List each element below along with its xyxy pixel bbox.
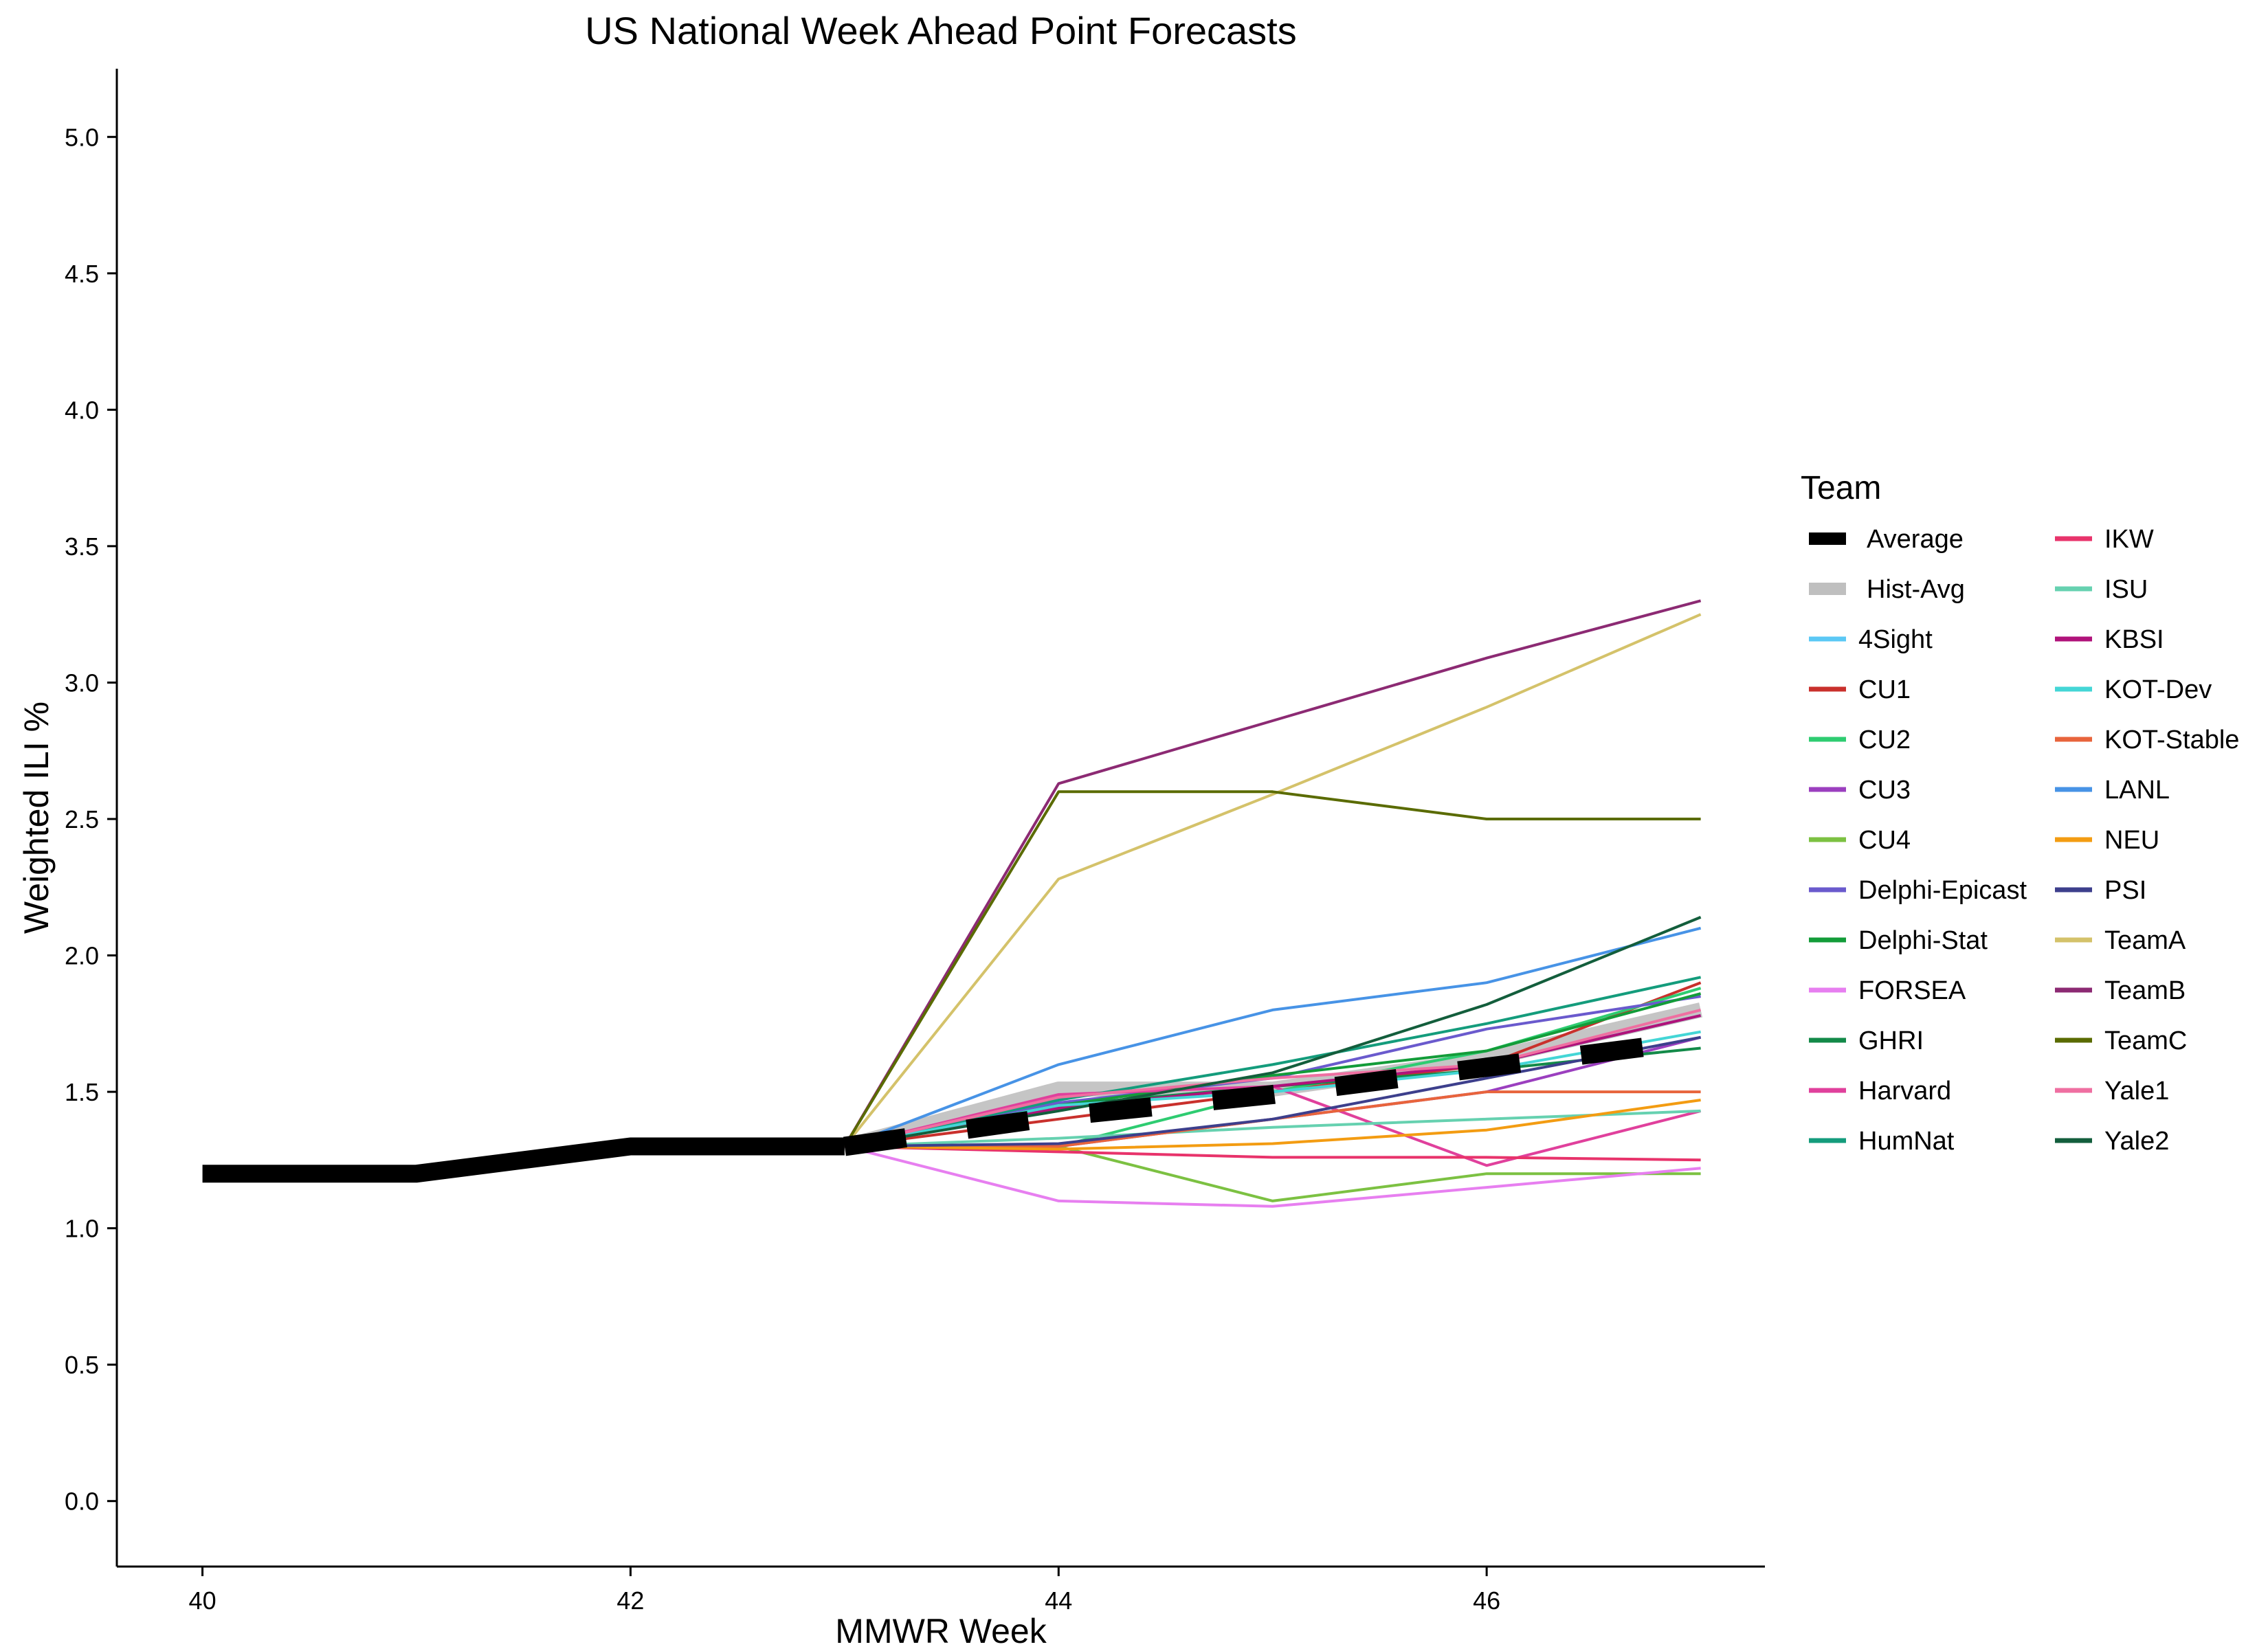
legend-label-lanl: LANL	[2104, 776, 2170, 805]
y-tick-label: 2.0	[65, 942, 99, 970]
plot-lines	[202, 599, 1703, 1208]
series-line-ikw	[844, 1145, 1701, 1162]
legend-label-cu3: CU3	[1858, 776, 1911, 805]
legend-label-harvard: Harvard	[1858, 1077, 1951, 1106]
y-tick-label: 5.0	[65, 123, 99, 151]
legend-label-cu1: CU1	[1858, 675, 1911, 704]
legend-label-neu: NEU	[2104, 826, 2159, 855]
axes	[115, 69, 1765, 1568]
legend-label-kot-dev: KOT-Dev	[2104, 675, 2212, 704]
legend-label-humnat: HumNat	[1858, 1127, 1955, 1156]
y-tick-label: 1.0	[65, 1215, 99, 1243]
legend-label-kot-stable: KOT-Stable	[2104, 726, 2239, 754]
legend-label-kbsi: KBSI	[2104, 625, 2164, 654]
y-tick-label: 3.5	[65, 532, 99, 561]
legend-label-teamc: TeamC	[2104, 1027, 2187, 1055]
legend-label-forsea: FORSEA	[1858, 976, 1966, 1005]
legend-label-hist-avg: Hist-Avg	[1867, 575, 1965, 604]
legend-label-delphi-epicast: Delphi-Epicast	[1858, 876, 2027, 905]
x-tick-label: 42	[616, 1586, 644, 1615]
series-line-psi	[844, 1035, 1701, 1148]
series-line-yale1	[844, 1008, 1702, 1148]
series-line-neu	[844, 1099, 1701, 1151]
legend-label-teama: TeamA	[2104, 926, 2186, 955]
series-line-teama	[843, 613, 1702, 1147]
legend-label-cu4: CU4	[1858, 826, 1911, 855]
y-tick-label: 1.5	[65, 1078, 99, 1106]
legend-label-delphi-stat: Delphi-Stat	[1858, 926, 1988, 955]
legend-label-4sight: 4Sight	[1858, 625, 1933, 654]
y-tick-label: 4.0	[65, 396, 99, 424]
observed-line	[202, 1137, 845, 1183]
y-tick-label: 0.0	[65, 1488, 99, 1516]
y-tick-label: 0.5	[65, 1351, 99, 1379]
series-line-teamb	[843, 599, 1702, 1147]
chart-title: US National Week Ahead Point Forecasts	[585, 9, 1297, 52]
series-line-isu	[844, 1109, 1701, 1148]
legend-label-teamb: TeamB	[2104, 976, 2186, 1005]
series-line-lanl	[844, 926, 1702, 1148]
x-tick-label: 40	[189, 1586, 216, 1615]
series-line-average-forecast	[843, 1030, 1702, 1156]
legend-label-yale1: Yale1	[2104, 1077, 2169, 1106]
legend: Team Average Hist-Avg 4Sight CU1 CU2 CU3 CU4 De…	[1801, 470, 2239, 1156]
x-tick-label: 44	[1045, 1586, 1072, 1615]
x-ticks: 40 42 44 46	[189, 1567, 1500, 1615]
y-axis-label: Weighted ILI %	[17, 702, 56, 934]
x-axis-label: MMWR Week	[835, 1612, 1047, 1649]
y-tick-label: 2.5	[65, 805, 99, 833]
series-line-humnat	[844, 976, 1702, 1148]
series-line-teamc	[843, 790, 1701, 1147]
y-ticks: 0.0 0.5 1.0 1.5 2.0 2.5 3.0 3.5 4.0 4.5 5.0	[65, 123, 117, 1516]
legend-label-ikw: IKW	[2104, 525, 2154, 554]
legend-title: Team	[1801, 470, 1881, 506]
legend-label-psi: PSI	[2104, 876, 2146, 905]
legend-label-isu: ISU	[2104, 575, 2148, 604]
x-tick-label: 46	[1473, 1586, 1500, 1615]
y-tick-label: 3.0	[65, 669, 99, 697]
series-line-forsea	[844, 1145, 1701, 1208]
legend-label-average: Average	[1867, 525, 1964, 554]
y-tick-label: 4.5	[65, 260, 99, 288]
legend-label-ghri: GHRI	[1858, 1027, 1924, 1055]
legend-label-cu2: CU2	[1858, 726, 1911, 754]
legend-label-yale2: Yale2	[2104, 1127, 2169, 1156]
